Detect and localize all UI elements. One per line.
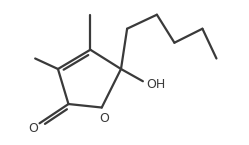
Text: O: O bbox=[28, 122, 38, 135]
Text: OH: OH bbox=[146, 78, 166, 91]
Text: O: O bbox=[99, 112, 109, 125]
